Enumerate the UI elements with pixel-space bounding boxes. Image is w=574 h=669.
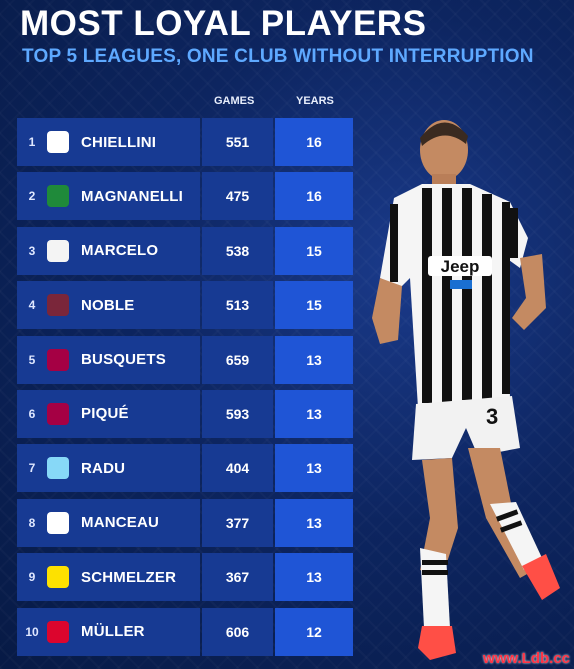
player-name: SCHMELZER — [81, 568, 177, 586]
games-value: 659 — [202, 335, 273, 384]
player-name: MARCELO — [81, 242, 159, 260]
player-name: MAGNANELLI — [81, 187, 183, 205]
svg-text:3: 3 — [486, 404, 498, 429]
juventus-logo — [47, 131, 69, 153]
page-subtitle: TOP 5 LEAGUES, ONE CLUB WITHOUT INTERRUP… — [22, 46, 534, 67]
years-value: 16 — [275, 172, 353, 221]
years-value: 13 — [275, 553, 353, 602]
real-madrid-logo — [47, 239, 69, 262]
table-row: 5 BUSQUETS 659 13 — [17, 335, 353, 384]
rank-label: 3 — [28, 243, 36, 258]
rank-label: 10 — [25, 624, 39, 639]
table-row: 10 MÜLLER 606 12 — [17, 607, 353, 656]
table-row: 6 PIQUÉ 593 13 — [17, 389, 353, 438]
ranking-table: 1 CHIELLINI 551 16 2 MAGNANELLI 475 16 3… — [17, 118, 353, 662]
bayern-logo — [47, 620, 69, 643]
player-cell: 6 PIQUÉ — [17, 389, 200, 438]
west-ham-logo — [47, 294, 69, 317]
player-name: NOBLE — [81, 296, 135, 314]
games-value: 551 — [202, 118, 273, 166]
games-value: 606 — [202, 607, 273, 656]
rank-label: 5 — [28, 352, 36, 367]
games-column-header: GAMES — [214, 95, 255, 107]
years-value: 15 — [275, 281, 353, 330]
games-value: 593 — [202, 389, 273, 438]
angers-logo — [47, 511, 69, 534]
player-cell: 9 SCHMELZER — [17, 553, 200, 602]
games-value: 404 — [202, 444, 273, 493]
table-row: 2 MAGNANELLI 475 16 — [17, 172, 353, 221]
player-name: CHIELLINI — [81, 133, 157, 151]
svg-text:Jeep: Jeep — [441, 257, 480, 276]
barcelona-logo — [47, 402, 69, 425]
player-cell: 8 MANCEAU — [17, 498, 200, 547]
player-cell: 7 RADU — [17, 444, 200, 493]
table-row: 7 RADU 404 13 — [17, 444, 353, 493]
rank-label: 2 — [28, 189, 36, 204]
years-value: 16 — [275, 118, 353, 166]
page-title: MOST LOYAL PLAYERS — [20, 4, 427, 43]
games-value: 367 — [202, 553, 273, 602]
player-name: BUSQUETS — [81, 351, 166, 369]
player-cell: 5 BUSQUETS — [17, 335, 200, 384]
barcelona-logo — [47, 348, 69, 371]
player-name: PIQUÉ — [81, 405, 129, 423]
player-name: MÜLLER — [81, 623, 145, 641]
table-row: 1 CHIELLINI 551 16 — [17, 118, 353, 166]
player-cell: 4 NOBLE — [17, 281, 200, 330]
games-value: 377 — [202, 498, 273, 547]
table-row: 3 MARCELO 538 15 — [17, 226, 353, 275]
player-image: Jeep 3 — [372, 120, 560, 660]
rank-label: 4 — [28, 298, 36, 313]
years-value: 15 — [275, 226, 353, 275]
games-value: 513 — [202, 281, 273, 330]
rank-label: 9 — [28, 570, 36, 585]
player-name: RADU — [81, 459, 126, 477]
sassuolo-logo — [47, 185, 69, 208]
player-cell: 2 MAGNANELLI — [17, 172, 200, 221]
player-name: MANCEAU — [81, 514, 160, 532]
years-column-header: YEARS — [296, 95, 334, 107]
dortmund-logo — [47, 566, 69, 589]
player-cell: 1 CHIELLINI — [17, 118, 200, 166]
rank-label: 8 — [28, 515, 36, 530]
years-value: 12 — [275, 607, 353, 656]
years-value: 13 — [275, 444, 353, 493]
games-value: 475 — [202, 172, 273, 221]
years-value: 13 — [275, 389, 353, 438]
player-cell: 3 MARCELO — [17, 226, 200, 275]
player-cell: 10 MÜLLER — [17, 607, 200, 656]
rank-label: 7 — [28, 461, 36, 476]
rank-label: 6 — [28, 406, 36, 421]
years-value: 13 — [275, 498, 353, 547]
table-row: 9 SCHMELZER 367 13 — [17, 553, 353, 602]
rank-label: 1 — [28, 135, 36, 149]
table-row: 8 MANCEAU 377 13 — [17, 498, 353, 547]
years-value: 13 — [275, 335, 353, 384]
games-value: 538 — [202, 226, 273, 275]
lazio-logo — [47, 457, 69, 480]
watermark: www.Ldb.cc — [483, 650, 570, 667]
table-row: 4 NOBLE 513 15 — [17, 281, 353, 330]
